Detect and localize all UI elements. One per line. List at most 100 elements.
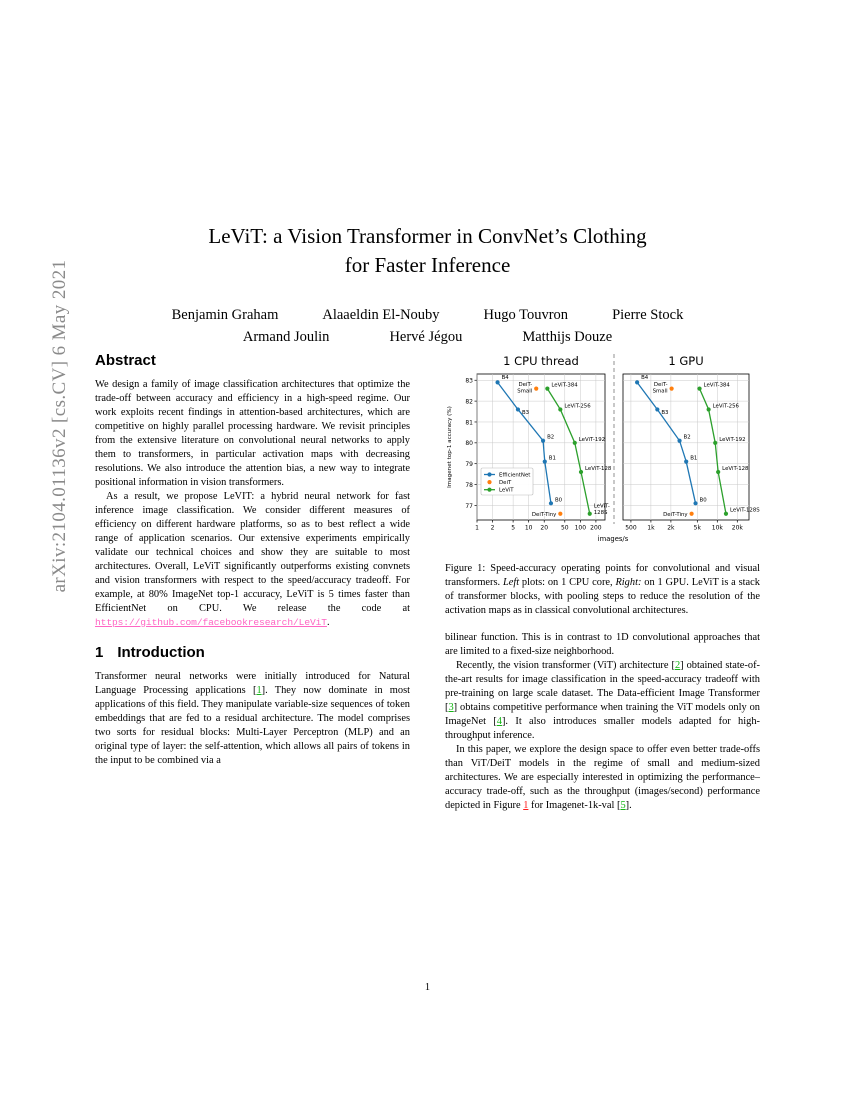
citation-link-5[interactable]: 5 [620,799,626,811]
data-point [558,407,563,412]
author: Pierre Stock [612,307,684,323]
author: Hugo Touvron [483,307,569,323]
panel-title: 1 CPU thread [503,354,579,368]
figure-1: 1 CPU thread 1 GPU Imagenet top-1 accuracy… [445,352,760,618]
point-label: B2 [547,435,554,441]
citation-link-4[interactable]: 4 [496,715,502,727]
point-label: LeViT-256 [713,403,740,409]
x-tick-label: 200 [590,525,602,532]
point-label: B3 [661,410,668,416]
citation-link-2[interactable]: 2 [674,659,681,671]
data-point [713,440,718,445]
figure-reference-link[interactable]: 1 [523,799,529,811]
data-point [587,511,592,516]
intro-p1-a: Transformer neural networks were initial… [95,670,410,696]
author: Hervé Jégou [389,329,463,346]
intro-paragraph-4: In this paper, we explore the design spa… [445,743,760,813]
caption-left-emphasis: Left [502,576,520,588]
data-point [542,459,547,464]
point-label: B2 [684,435,691,441]
abstract-heading: Abstract [95,352,156,369]
data-point [635,380,640,385]
data-point [545,386,550,391]
section-number: 1 [95,643,104,661]
section-title: Introduction [117,643,205,661]
point-label: Small [653,388,668,394]
left-column: Abstract We design a family of image cla… [95,352,410,813]
author: Armand Joulin [242,329,330,346]
citation-link-1[interactable]: 1 [256,684,262,696]
x-tick-label: 100 [575,525,587,532]
abstract-paragraph-2: As a result, we propose LeVIT: a hybrid … [95,490,410,630]
point-label: B0 [555,497,563,503]
data-point [684,459,689,464]
data-point [669,386,674,391]
y-tick-label: 83 [465,378,473,385]
paper-title-line-1: LeViT: a Vision Transformer in ConvNet’s… [208,224,647,249]
point-label: LeViT-128 [585,466,612,472]
legend-label: EfficientNet [499,473,530,479]
point-label: 128S [594,510,608,516]
code-url-link[interactable]: https://github.com/facebookresearch/LeVi… [95,616,327,628]
caption-c: on 1 GPU. LeViT is a stack of transforme… [445,576,760,616]
data-point [534,386,539,391]
point-label: B1 [549,456,556,462]
y-tick-label: 77 [465,503,473,510]
author: Alaaeldin El-Nouby [322,307,440,323]
data-point [572,440,577,445]
abstract-paragraph-1: We design a family of image classificati… [95,379,410,488]
y-tick-label: 82 [465,399,473,406]
point-label: LeViT-384 [551,383,578,389]
data-point [578,469,584,475]
x-axis-label: images/s [598,535,629,543]
arxiv-stamp: arXiv:2104.01136v2 [cs.CV] 6 May 2021 [49,259,70,593]
page-number: 1 [424,982,431,993]
point-label: B0 [700,497,708,503]
caption-right-emphasis: Right: [615,576,642,588]
right-column: 1 CPU thread 1 GPU Imagenet top-1 accuracy… [445,352,760,813]
caption-a: Speed-accuracy operating points for conv… [445,563,760,588]
x-tick-label: 20 [540,525,548,532]
point-label: DeiT- [654,382,668,388]
point-label: Small [517,388,532,394]
point-label: LeViT-128S [730,508,760,514]
author-row-1: Benjamin Graham Alaaeldin El-Nouby Hugo … [95,304,760,326]
data-point [515,407,521,412]
abstract-p2-text: As a result, we propose LeVIT: a hybrid … [95,490,410,614]
x-tick-label: 5 [511,525,515,532]
intro-p3-c: ] obtains competitive performance when t… [445,701,760,727]
legend-label: LeViT [499,488,514,494]
point-label: LeViT-256 [564,403,591,409]
page-title: LeViT: a Vision Transformer in ConvNet’s… [95,222,760,280]
caption-b: plots: on 1 CPU core, [519,576,616,588]
intro-p3-d: ]. It also introduces smaller models ada… [445,715,760,741]
x-tick-label: 2 [491,525,495,532]
data-point [689,511,694,516]
body-columns: Abstract We design a family of image cla… [95,352,760,813]
point-label: B4 [502,375,510,381]
data-point [723,511,729,516]
point-label: B3 [522,410,529,416]
point-label: LeViT-192 [719,437,745,443]
y-tick-label: 79 [465,461,473,468]
x-tick-label: 50 [561,525,569,532]
author-row-2: Armand Joulin Hervé Jégou Matthijs Douze [95,326,760,348]
title-block: LeViT: a Vision Transformer in ConvNet’s… [95,0,760,349]
y-axis-label: Imagenet top-1 accuracy (%) [447,406,453,488]
intro-paragraph-3: Recently, the vision transformer (ViT) a… [445,659,760,743]
chart-svg: 1 CPU thread 1 GPU Imagenet top-1 accuracy… [447,354,760,543]
author: Matthijs Douze [522,329,613,346]
panel-title: 1 GPU [668,354,703,368]
introduction-heading: 1 Introduction [95,644,410,661]
intro-p3-b: ] obtained state-of-the-art results for … [445,659,760,713]
point-label: LeViT- [594,504,610,510]
data-point [706,407,711,412]
intro-p1-b: ]. They now dominate in most application… [95,684,410,766]
point-label: LeViT-384 [704,383,731,389]
intro-paragraph-2: bilinear function. This is in contrast t… [445,631,760,657]
x-tick-label: 5k [694,525,702,532]
intro-p4-b: for Imagenet-1k-val [ [528,799,621,811]
point-label: DeiT- [519,382,533,388]
citation-link-3[interactable]: 3 [448,701,454,713]
y-tick-label: 81 [465,419,473,426]
